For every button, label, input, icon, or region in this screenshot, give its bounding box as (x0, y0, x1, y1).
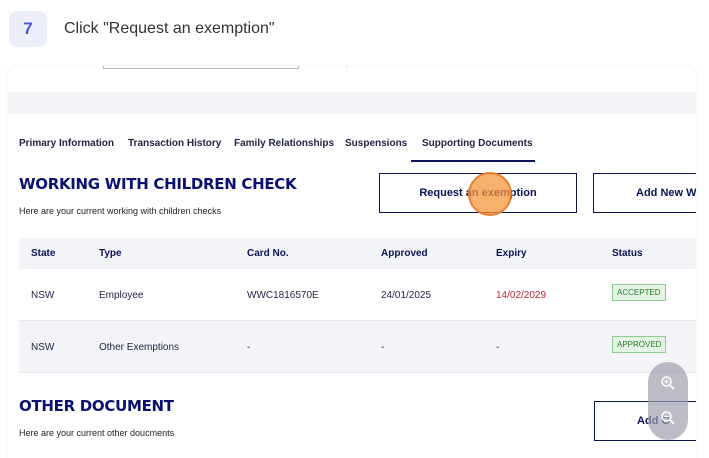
header-state: State (31, 248, 56, 259)
header-status: Status (612, 248, 643, 259)
add-new-wwcc-button[interactable]: Add New W (593, 173, 696, 213)
wwcc-title: WORKING WITH CHILDREN CHECK (19, 175, 297, 193)
header-expiry: Expiry (496, 248, 527, 259)
header-approved: Approved (381, 248, 428, 259)
tab-suspensions[interactable]: Suspensions (345, 138, 408, 149)
cell-card-no: - (247, 342, 251, 353)
other-document-title: OTHER DOCUMENT (19, 397, 174, 415)
divider (346, 66, 347, 68)
header-type: Type (99, 248, 122, 259)
active-tab-indicator (411, 160, 535, 162)
cell-state: NSW (31, 342, 55, 353)
wwcc-subtitle: Here are your current working with child… (19, 206, 222, 216)
header-card-no: Card No. (247, 248, 289, 259)
cell-type: Employee (99, 290, 144, 301)
zoom-controls (648, 362, 688, 440)
cell-expiry: 14/02/2029 (496, 290, 547, 301)
cell-state: NSW (31, 290, 55, 301)
header-band (8, 92, 696, 114)
other-document-subtitle: Here are your current other doucments (19, 428, 175, 438)
zoom-out-icon[interactable] (656, 406, 680, 430)
status-badge: APPROVED (612, 336, 667, 353)
top-input-field[interactable] (103, 66, 299, 69)
cell-card-no: WWC1816570E (247, 290, 319, 301)
cell-approved: - (381, 342, 385, 353)
step-number-badge: 7 (9, 11, 47, 47)
click-indicator (468, 172, 512, 216)
table-row[interactable]: NSW Employee WWC1816570E 24/01/2025 14/0… (19, 269, 696, 321)
wwcc-table: State Type Card No. Approved Expiry Stat… (19, 238, 696, 373)
tab-supporting-documents[interactable]: Supporting Documents (422, 138, 533, 149)
table-header-row: State Type Card No. Approved Expiry Stat… (19, 238, 696, 269)
tab-transaction-history[interactable]: Transaction History (128, 138, 222, 149)
cell-type: Other Exemptions (99, 342, 180, 353)
status-badge: ACCEPTED (612, 284, 666, 301)
tab-primary-information[interactable]: Primary Information (19, 138, 115, 149)
step-header: 7 Click "Request an exemption" (0, 0, 709, 60)
table-row[interactable]: NSW Other Exemptions - - - APPROVED (19, 321, 696, 373)
tab-family-relationships[interactable]: Family Relationships (234, 138, 335, 149)
cell-expiry: - (496, 342, 500, 353)
zoom-in-icon[interactable] (656, 371, 680, 395)
tab-bar: Primary Information Transaction History … (8, 126, 696, 162)
step-instruction: Click "Request an exemption" (64, 20, 275, 37)
cell-approved: 24/01/2025 (381, 290, 432, 301)
screenshot-frame: Primary Information Transaction History … (8, 66, 696, 458)
